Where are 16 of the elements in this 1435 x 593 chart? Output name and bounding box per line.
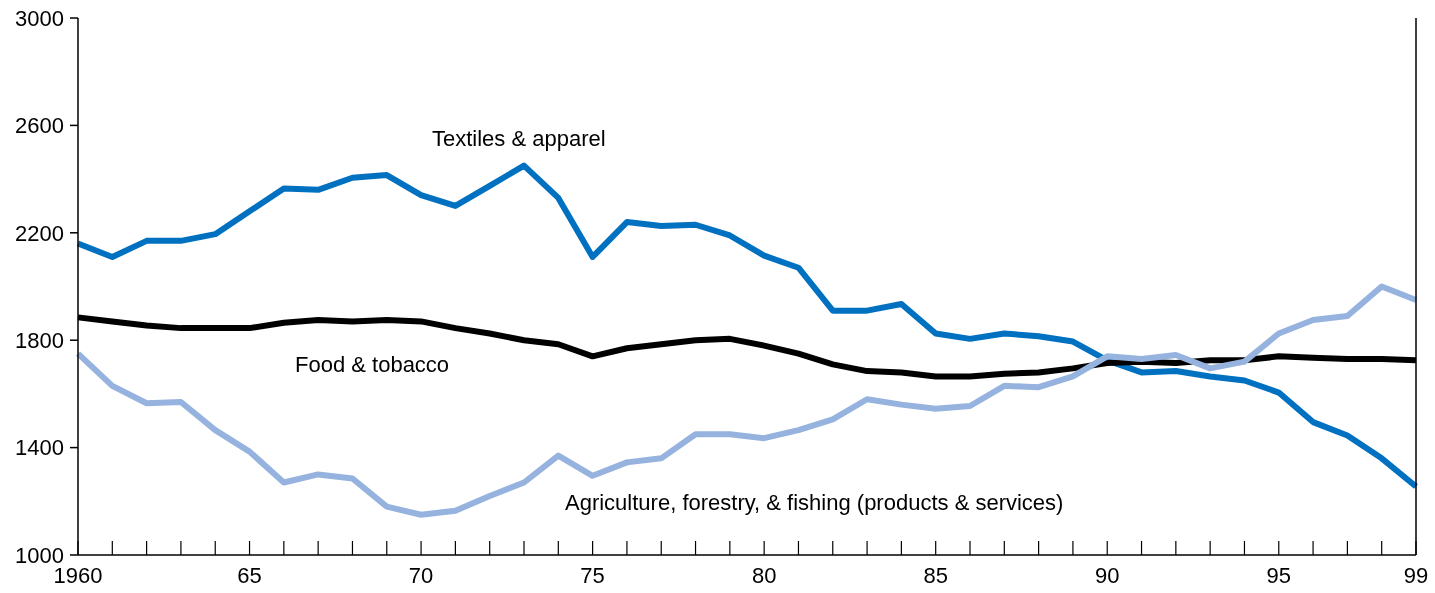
x-tick-label: 70: [408, 563, 434, 588]
x-tick-label: 85: [923, 563, 948, 588]
series-label: Food & tobacco: [295, 352, 450, 377]
x-tick-label: 90: [1094, 563, 1120, 588]
x-tick-label: 65: [237, 563, 262, 588]
y-tick-label: 1800: [15, 327, 64, 353]
x-tick-label: 75: [580, 563, 605, 588]
x-tick-label: 80: [751, 563, 777, 588]
series-label: Agriculture, forestry, & fishing (products & services): [565, 490, 1064, 515]
y-tick-label: 1400: [15, 435, 64, 461]
series-label: Textiles & apparel: [432, 126, 606, 151]
x-tick-label: 99: [1403, 563, 1429, 588]
y-tick-label: 2600: [15, 113, 64, 139]
x-tick-label: 95: [1266, 563, 1292, 588]
y-tick-label: 2200: [15, 220, 64, 246]
y-tick-label: 3000: [15, 5, 64, 31]
